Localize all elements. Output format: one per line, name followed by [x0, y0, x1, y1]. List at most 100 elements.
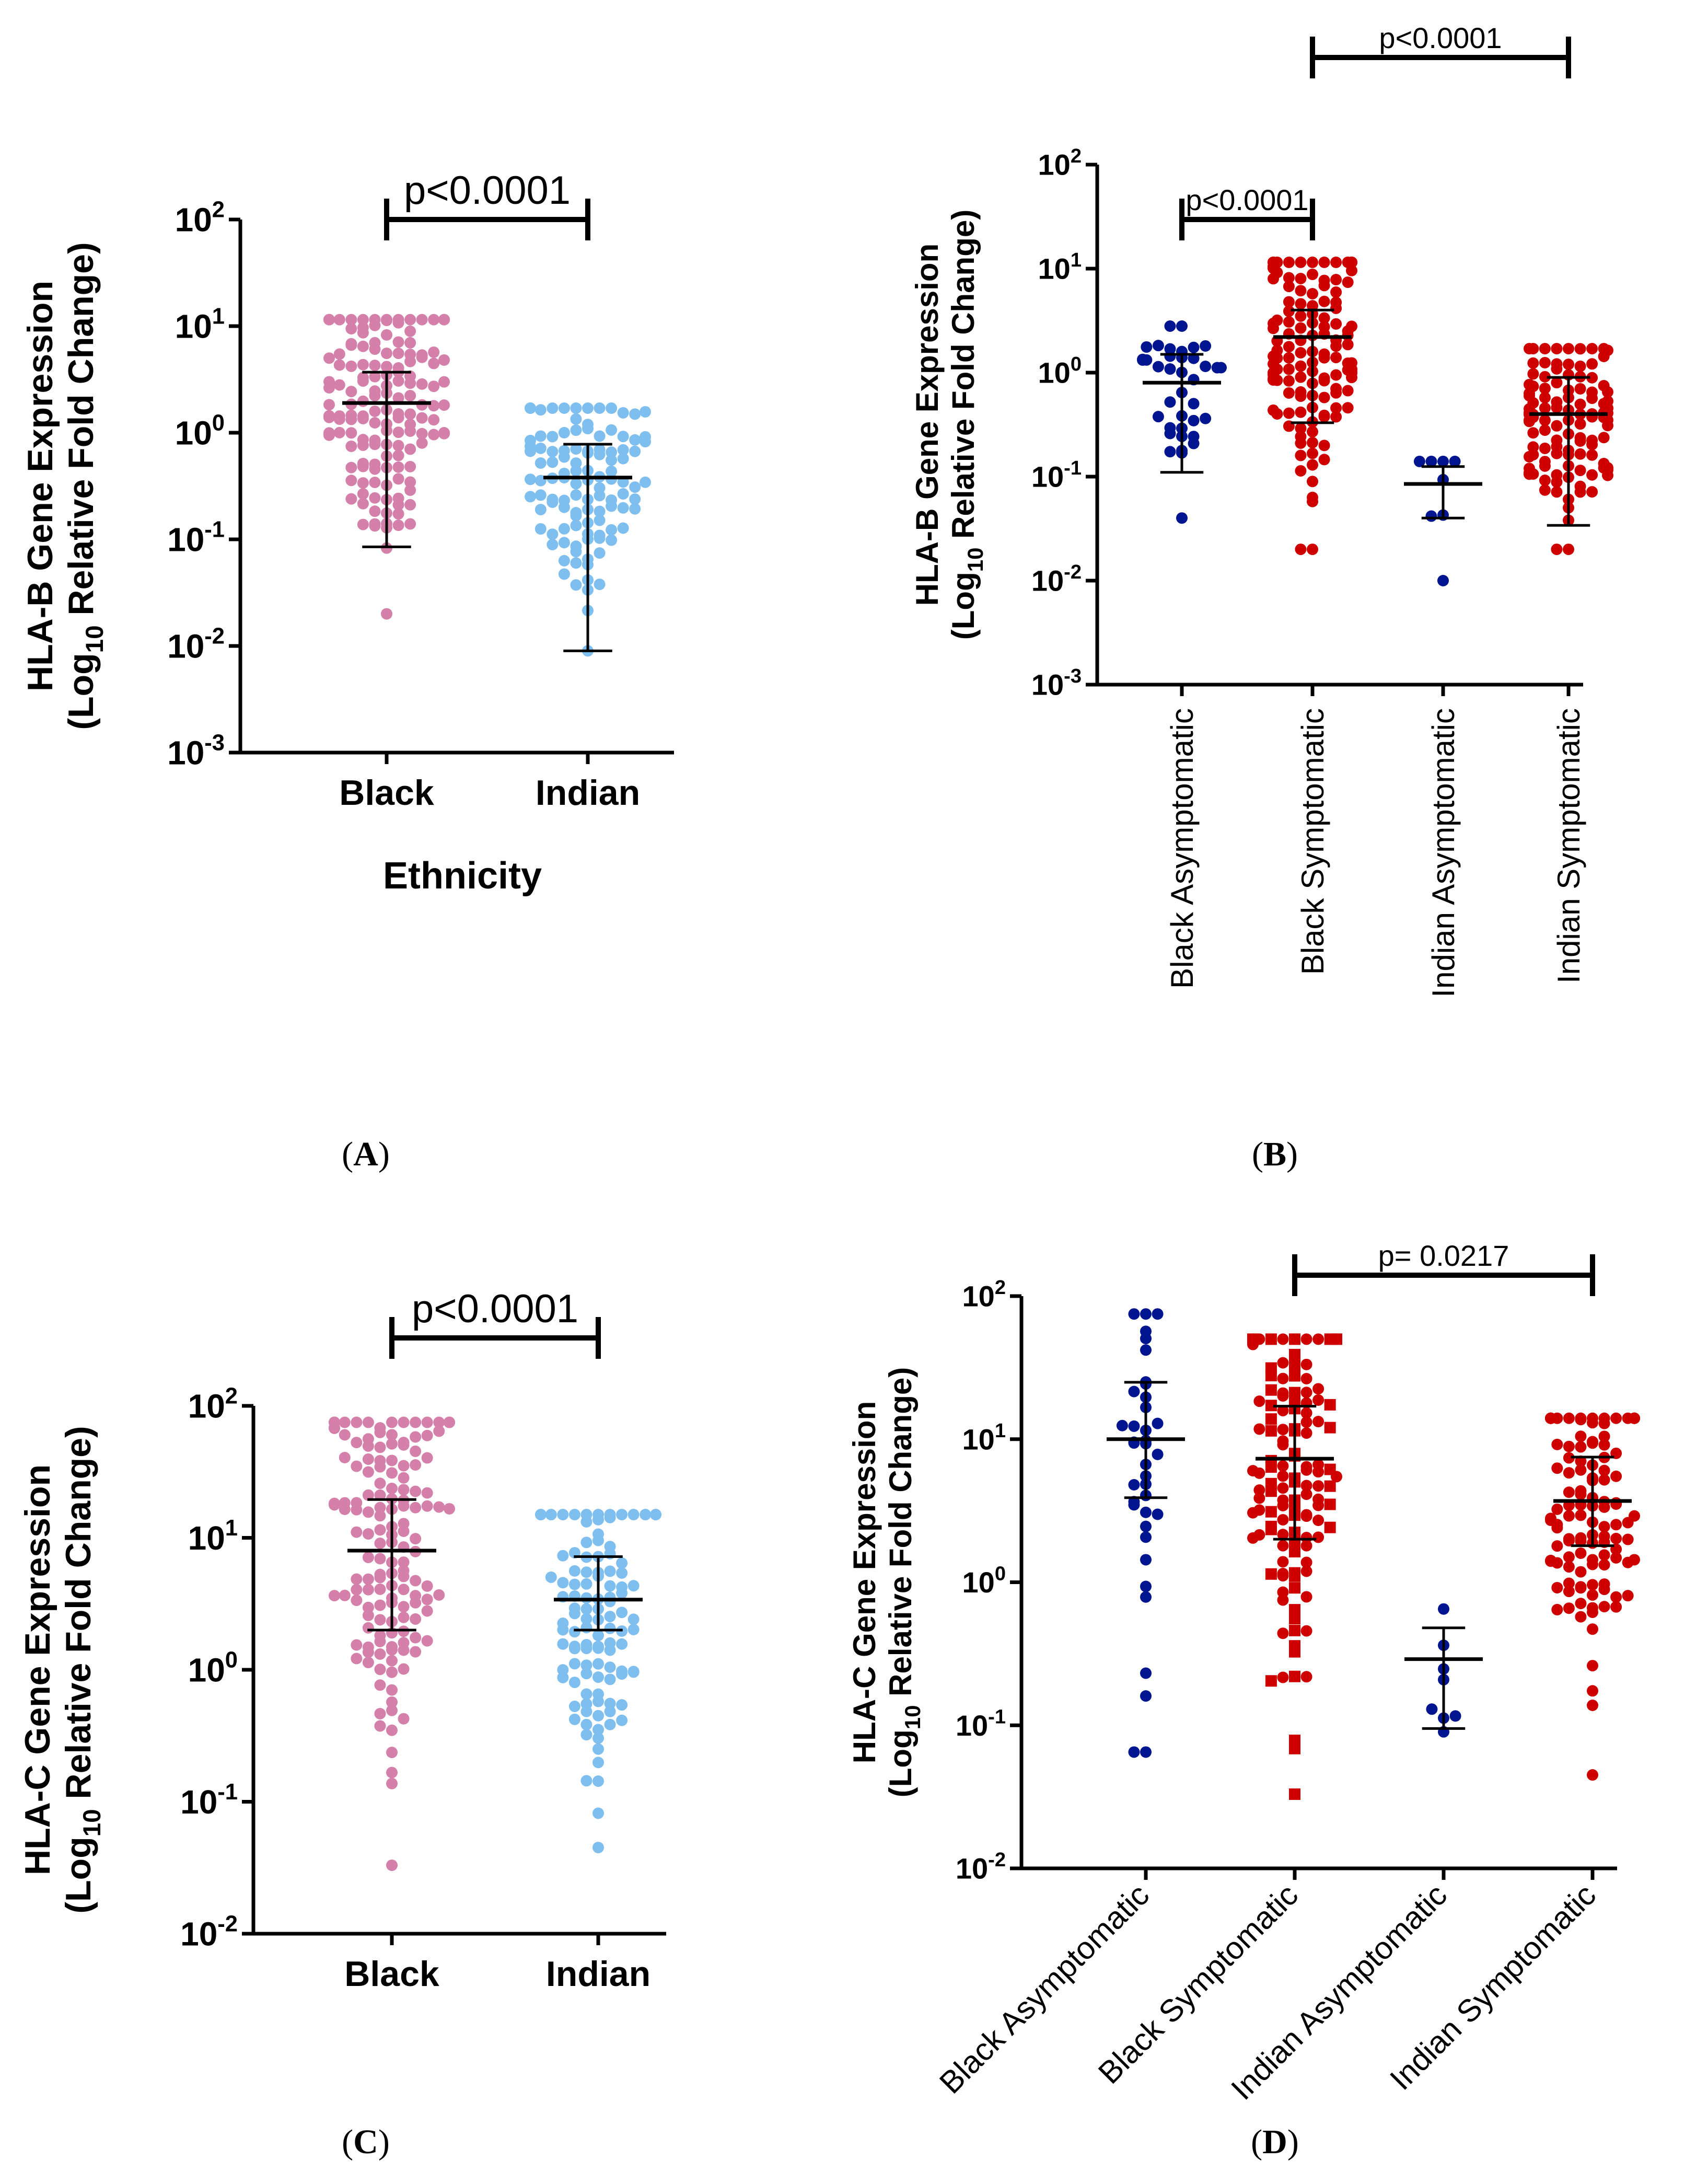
data-point — [345, 475, 357, 487]
data-point — [1563, 1602, 1575, 1614]
data-point — [1598, 1501, 1610, 1513]
y-tick-exponent: 1 — [1071, 249, 1082, 271]
data-point — [374, 1501, 386, 1514]
y-tick-exponent: 2 — [212, 198, 225, 223]
data-point — [1283, 407, 1295, 419]
data-point — [1574, 398, 1586, 410]
y-axis-label: HLA-B Gene Expression (Log10 Relative Fol… — [910, 210, 987, 640]
data-point — [1289, 1582, 1300, 1594]
data-point — [438, 314, 450, 326]
data-point — [392, 440, 404, 452]
data-point — [1200, 340, 1212, 352]
data-point — [1622, 1533, 1634, 1545]
data-point — [1307, 447, 1318, 459]
data-point — [547, 402, 559, 414]
data-point — [1539, 391, 1551, 403]
data-point — [604, 1511, 616, 1523]
data-point — [547, 446, 559, 458]
data-point — [1289, 1788, 1300, 1800]
data-point — [604, 1565, 616, 1577]
data-point — [604, 1541, 616, 1553]
y-tick-base: 10 — [175, 307, 212, 345]
data-point — [433, 1416, 445, 1428]
data-point — [1300, 1556, 1312, 1568]
data-point — [1575, 1488, 1587, 1500]
data-point — [369, 434, 381, 446]
data-point — [1295, 406, 1307, 418]
data-point — [1610, 1497, 1622, 1509]
y-tick-exponent: -2 — [217, 1912, 238, 1937]
data-point — [1200, 412, 1212, 424]
data-point — [1289, 1348, 1300, 1360]
data-point — [1551, 420, 1563, 432]
x-tick-label: Indian Symptomatic — [1551, 708, 1586, 984]
data-point — [357, 457, 369, 469]
data-point — [547, 456, 559, 468]
data-point — [1265, 1454, 1277, 1466]
data-point — [362, 1466, 374, 1478]
data-point — [1598, 1430, 1610, 1442]
data-point — [568, 1578, 580, 1590]
data-point — [374, 1553, 386, 1565]
series-black-asymptomatic — [1107, 1308, 1185, 1758]
data-point — [351, 1416, 363, 1428]
x-axis-label: Ethnicity — [383, 855, 542, 897]
data-point — [535, 1509, 547, 1521]
data-point — [1283, 316, 1295, 328]
data-point — [433, 1501, 445, 1513]
data-point — [1318, 256, 1330, 268]
data-point — [1563, 1561, 1575, 1573]
significance-bracket: p<0.0001 — [389, 1287, 601, 1359]
data-point — [558, 426, 570, 438]
data-point — [1268, 273, 1279, 285]
data-point — [1140, 1667, 1152, 1679]
data-point — [650, 1509, 661, 1521]
data-point — [1575, 1547, 1587, 1559]
data-point — [1437, 575, 1449, 586]
data-point — [558, 501, 570, 513]
data-point — [1629, 1554, 1640, 1566]
data-point — [345, 413, 357, 425]
y-axis-label: HLA-B Gene Expression (Log10 Relative Fol… — [20, 242, 109, 730]
data-point — [357, 372, 369, 384]
data-point — [1265, 1400, 1277, 1412]
data-point — [1265, 1506, 1277, 1518]
data-point — [421, 1500, 433, 1512]
data-point — [582, 402, 594, 414]
series-black — [323, 314, 450, 620]
data-point — [640, 1509, 652, 1521]
data-point — [1587, 1579, 1598, 1591]
data-point — [580, 1729, 592, 1741]
data-point — [1539, 356, 1551, 368]
data-point — [616, 1557, 628, 1569]
x-tick-label: Black Asymptomatic — [1165, 708, 1200, 989]
data-point — [1346, 357, 1357, 369]
data-point — [1312, 1333, 1324, 1345]
data-point — [1307, 268, 1318, 280]
data-point — [580, 1718, 592, 1730]
data-point — [1188, 398, 1200, 410]
y-tick-label: 10-1 — [1031, 457, 1082, 493]
data-point — [617, 522, 629, 534]
data-point — [1152, 361, 1164, 373]
data-point — [606, 534, 618, 546]
data-point — [1602, 386, 1613, 398]
data-point — [410, 1445, 422, 1457]
data-point — [1524, 403, 1535, 415]
data-point — [345, 339, 357, 351]
data-point — [1524, 463, 1535, 475]
data-point — [1141, 341, 1153, 353]
data-point — [386, 1747, 398, 1759]
data-point — [1289, 1333, 1300, 1345]
y-axis-label-line2: (Log10 Relative Fold Change) — [61, 242, 109, 730]
y-tick-exponent: 0 — [212, 411, 225, 436]
data-point — [592, 1528, 604, 1540]
data-point — [351, 1639, 363, 1651]
y-axis-label-part: (Log — [946, 572, 981, 640]
data-point — [1598, 1521, 1610, 1533]
y-tick-label: 100 — [962, 1563, 1006, 1599]
data-point — [1277, 1627, 1289, 1639]
data-point — [570, 557, 582, 569]
panel-label: (B) — [1252, 1135, 1298, 1173]
data-point — [410, 1459, 422, 1471]
